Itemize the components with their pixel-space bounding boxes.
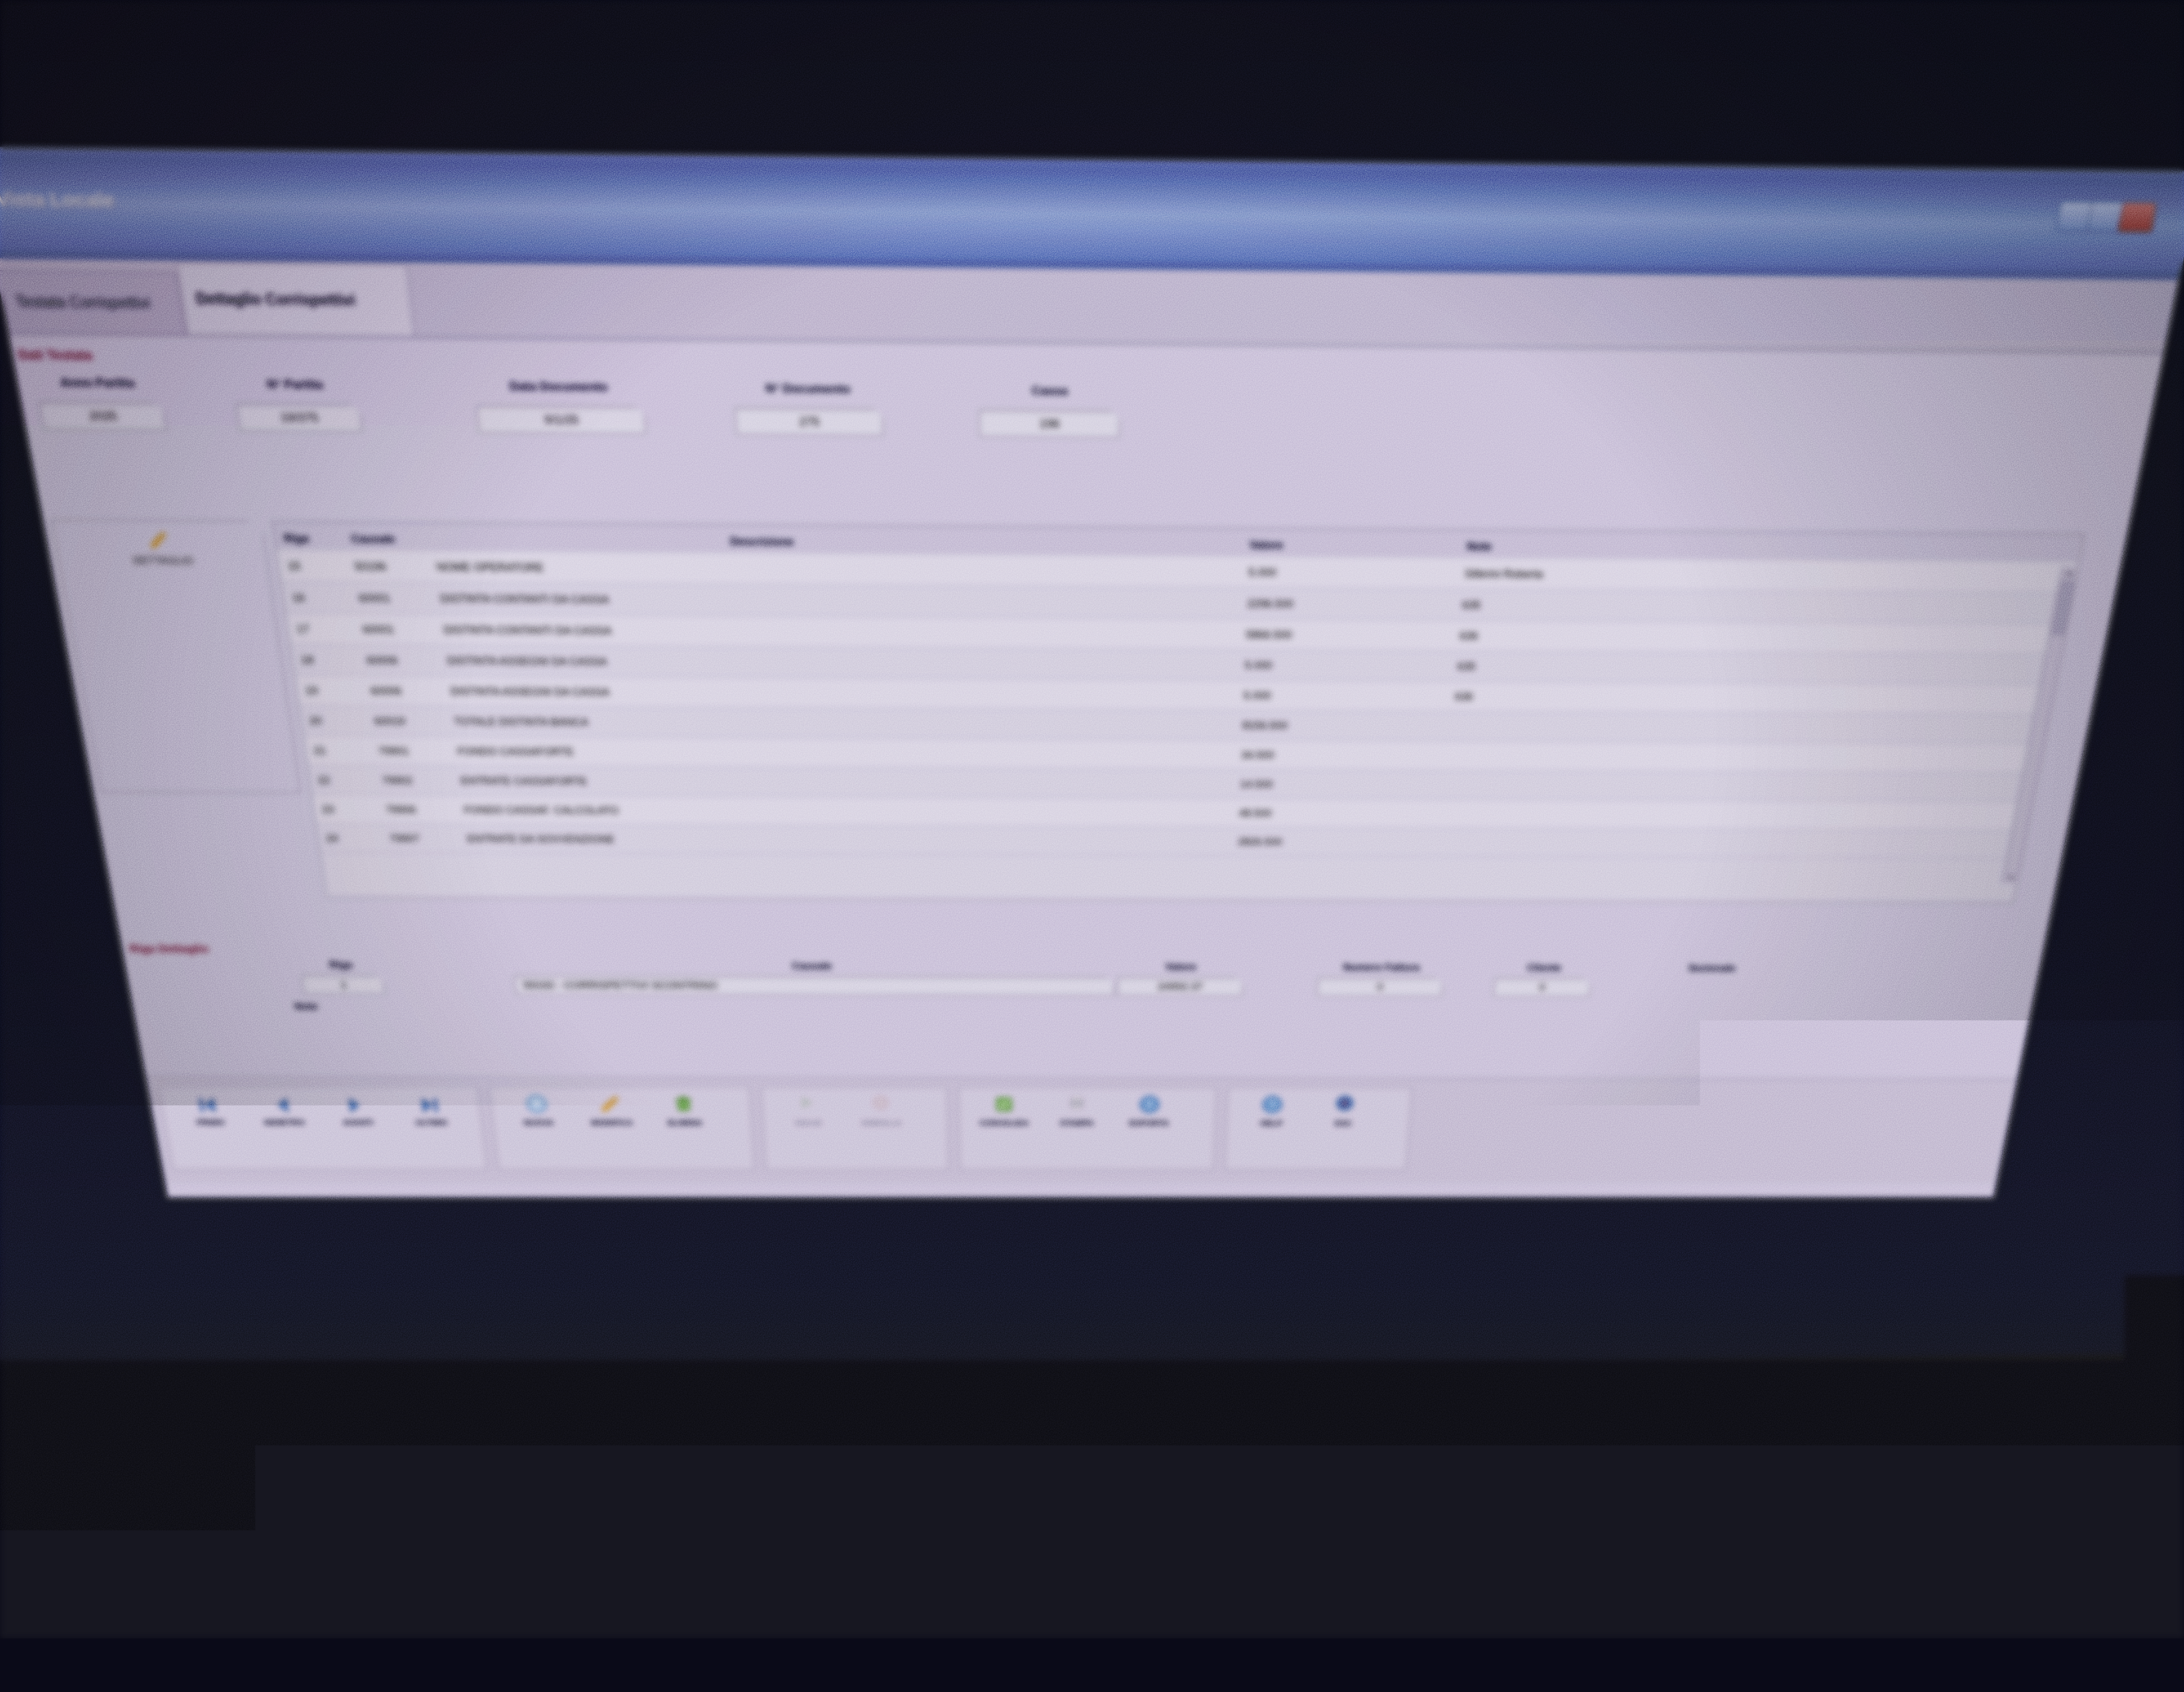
svg-text:?: ?: [1268, 1099, 1276, 1111]
